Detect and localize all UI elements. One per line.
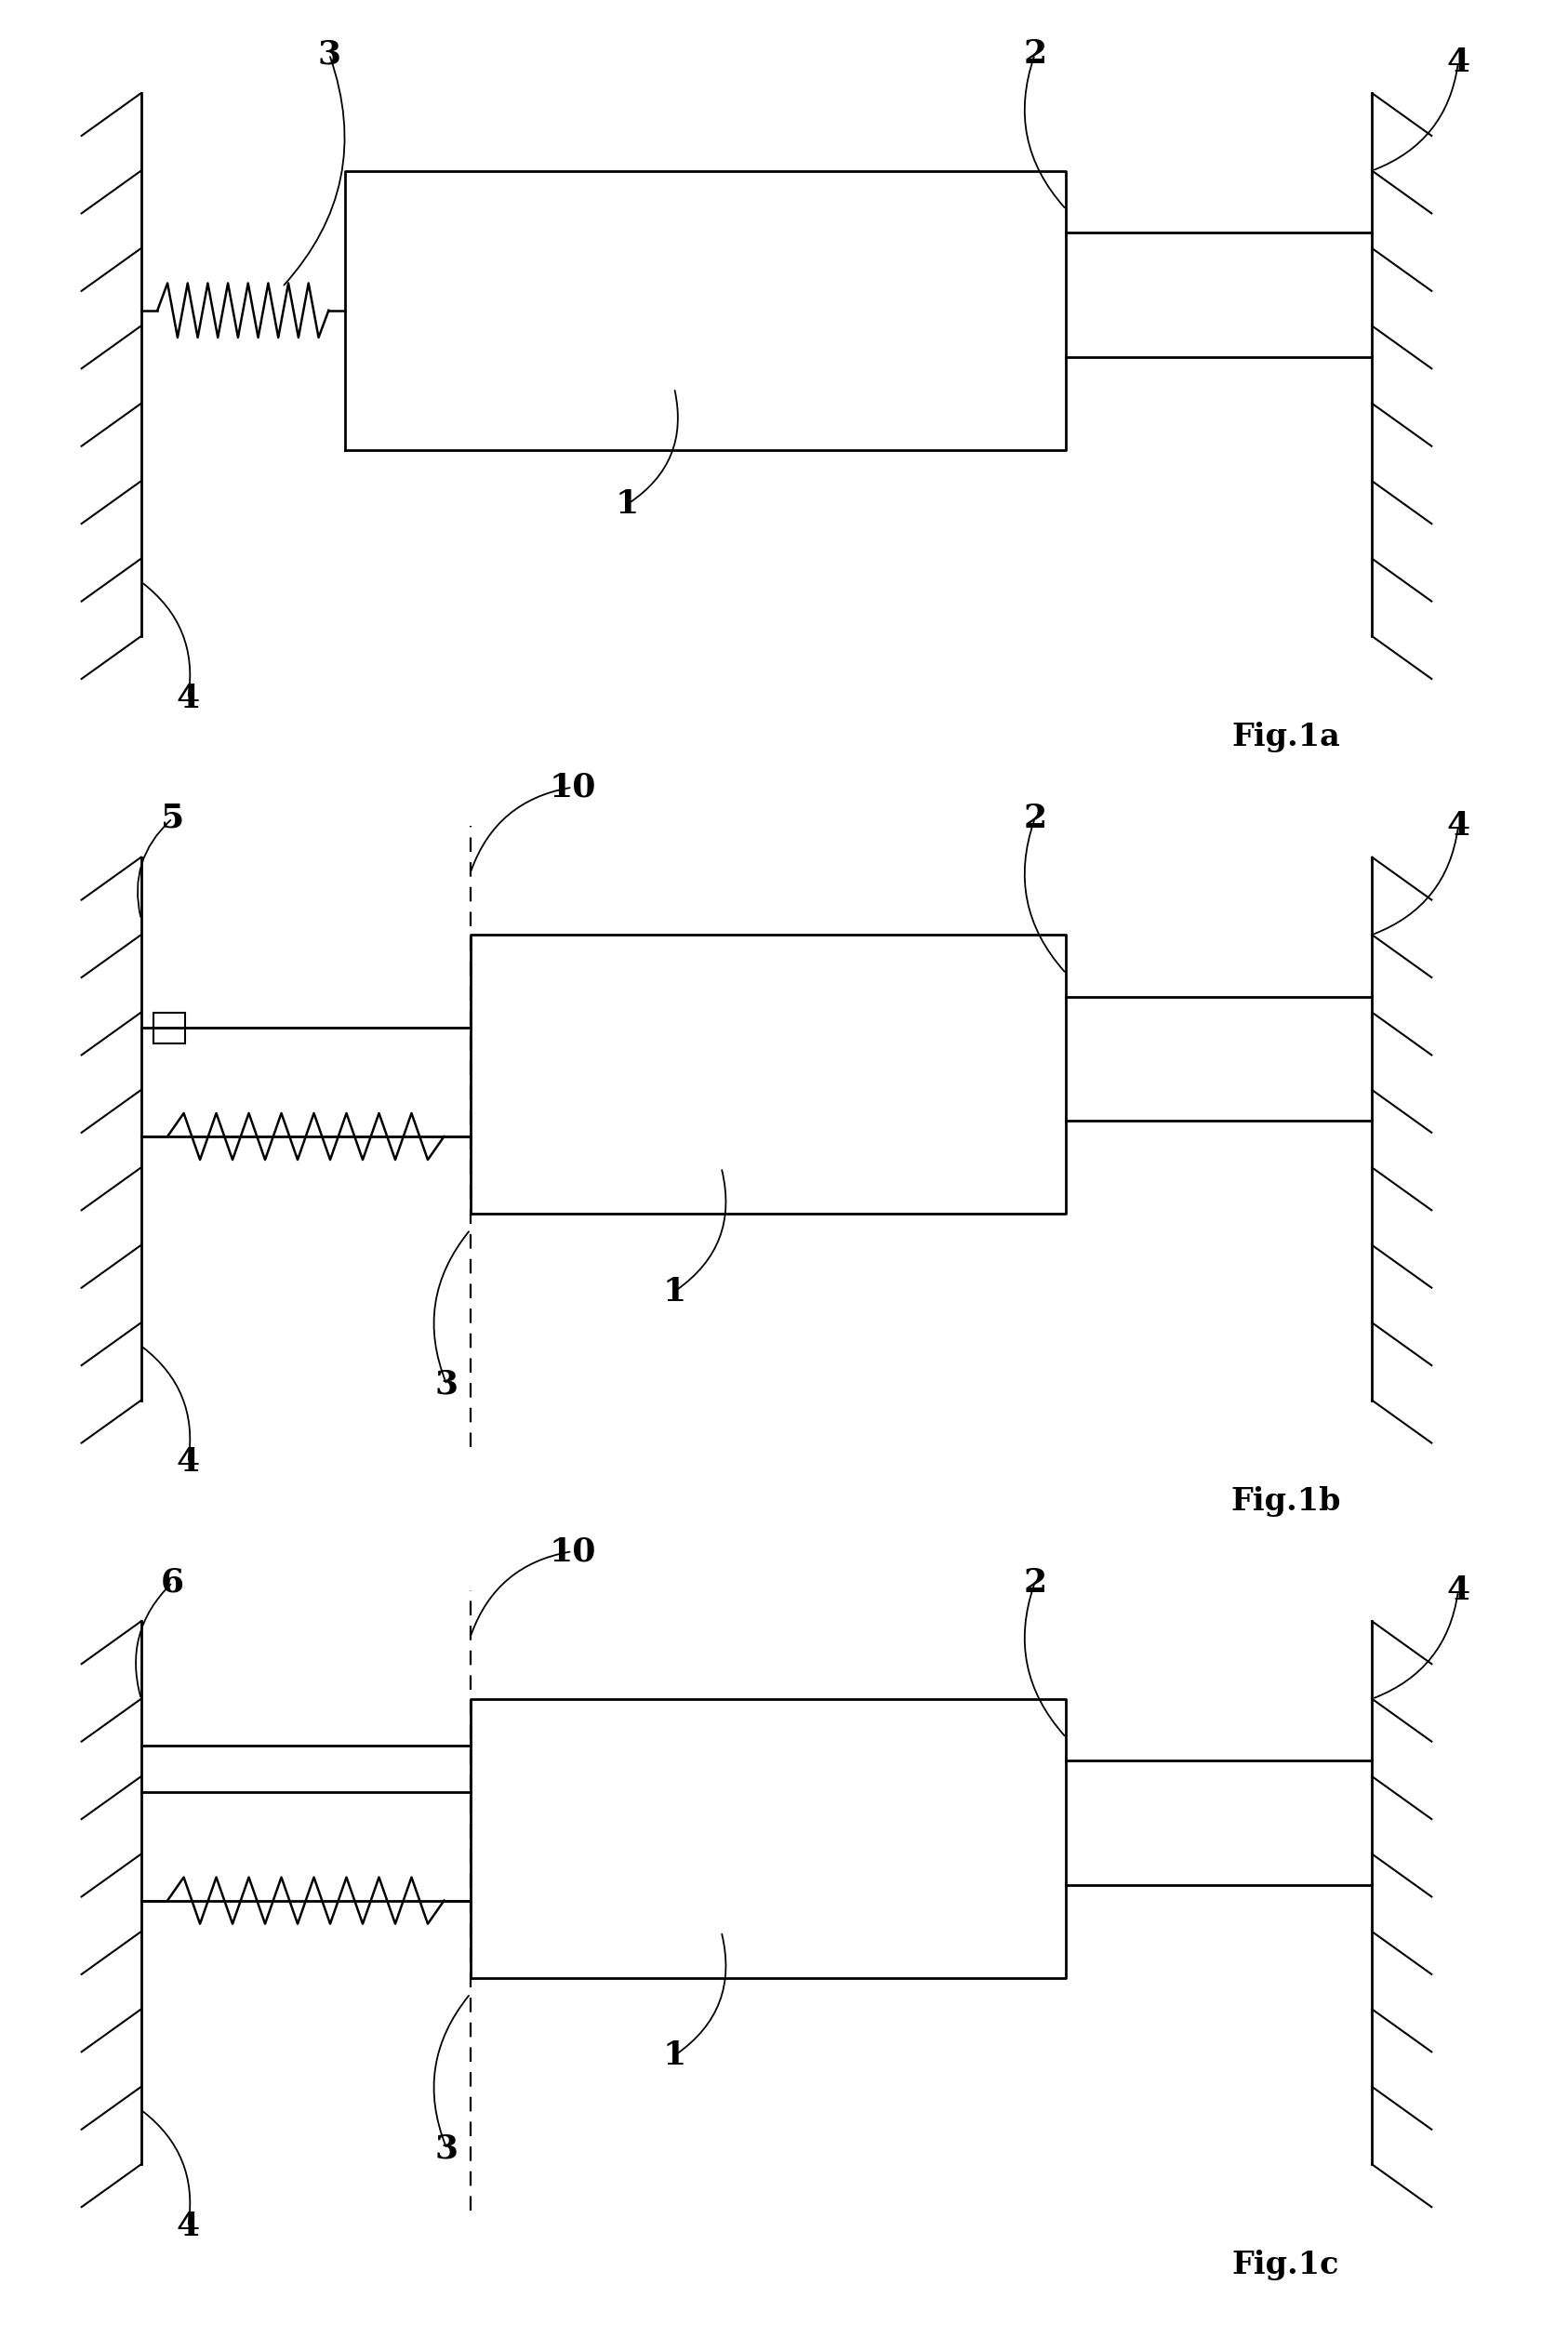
Text: 3: 3 xyxy=(436,2132,458,2165)
Text: 4: 4 xyxy=(1447,1575,1469,1606)
Text: 10: 10 xyxy=(549,1535,596,1568)
Text: Fig.1b: Fig.1b xyxy=(1231,1486,1341,1516)
Text: 3: 3 xyxy=(318,38,340,71)
Text: 2: 2 xyxy=(1024,38,1046,71)
Text: 3: 3 xyxy=(436,1368,458,1401)
Text: Fig.1a: Fig.1a xyxy=(1231,722,1341,752)
Text: Fig.1c: Fig.1c xyxy=(1232,2250,1339,2280)
Text: 2: 2 xyxy=(1024,1566,1046,1599)
Text: 5: 5 xyxy=(162,802,183,835)
Text: 2: 2 xyxy=(1024,802,1046,835)
Text: 1: 1 xyxy=(663,1277,685,1307)
Text: 4: 4 xyxy=(177,2210,199,2243)
Text: 1: 1 xyxy=(616,489,638,520)
Bar xyxy=(154,1013,185,1044)
Text: 6: 6 xyxy=(162,1566,183,1599)
Text: 4: 4 xyxy=(177,1446,199,1479)
Text: 4: 4 xyxy=(1447,47,1469,78)
Text: 4: 4 xyxy=(177,682,199,715)
Text: 1: 1 xyxy=(663,2041,685,2071)
Text: 10: 10 xyxy=(549,771,596,804)
Text: 4: 4 xyxy=(1447,811,1469,842)
